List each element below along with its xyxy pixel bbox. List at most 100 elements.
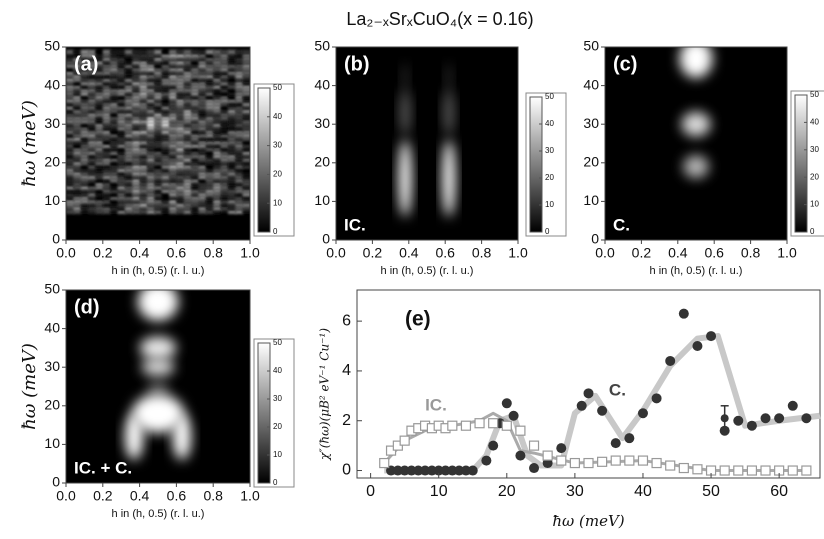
colorbar bbox=[257, 87, 271, 233]
heatmap-cell bbox=[161, 174, 170, 180]
heatmap-cell bbox=[88, 160, 97, 166]
heatmap-cell bbox=[213, 94, 222, 100]
heatmap-cell bbox=[176, 74, 185, 79]
y-tick-label: 6 bbox=[342, 312, 351, 329]
colorbar-tick-label: 50 bbox=[273, 83, 282, 92]
heatmap-cell bbox=[161, 133, 170, 138]
heatmap-cell bbox=[73, 77, 82, 82]
x-tick-label: 0.8 bbox=[741, 245, 761, 261]
heatmap-cell bbox=[146, 84, 156, 89]
heatmap-cell bbox=[191, 80, 200, 86]
heatmap-cell bbox=[161, 49, 170, 55]
heatmap-cell bbox=[191, 150, 200, 155]
heatmap-cell bbox=[198, 108, 207, 114]
heatmap-cell bbox=[132, 188, 141, 194]
data-point bbox=[665, 355, 676, 366]
heatmap-cell bbox=[146, 98, 156, 103]
heatmap-cell bbox=[235, 63, 244, 69]
heatmap-cell bbox=[161, 202, 170, 208]
heatmap-cell bbox=[227, 185, 237, 190]
heatmap-cell bbox=[227, 63, 237, 69]
colorbar-tick-label: 10 bbox=[810, 200, 819, 209]
intensity-blob bbox=[443, 89, 455, 136]
x-tick-label: 0.8 bbox=[203, 245, 223, 261]
heatmap-cell bbox=[169, 77, 178, 82]
colorbar-tick-label: 0 bbox=[273, 478, 278, 487]
heatmap-cell bbox=[235, 136, 244, 142]
y-tick-label: 50 bbox=[44, 38, 60, 54]
heatmap-cell bbox=[80, 143, 89, 148]
heatmap-cell bbox=[110, 126, 119, 131]
heatmap-cell bbox=[154, 143, 163, 148]
heatmap-cell bbox=[88, 105, 97, 110]
heatmap-cell bbox=[220, 195, 229, 201]
heatmap-cell bbox=[213, 209, 222, 214]
heatmap-cell bbox=[205, 206, 215, 211]
heatmap-cell bbox=[154, 188, 163, 194]
heatmap-cell bbox=[242, 199, 250, 204]
heatmap-cell bbox=[235, 160, 244, 166]
x-tick-label: 30 bbox=[566, 483, 584, 500]
colorbar-tick-label: 50 bbox=[810, 90, 819, 99]
heatmap-cell bbox=[80, 167, 89, 173]
heatmap-cell bbox=[176, 150, 185, 155]
heatmap-cell bbox=[191, 146, 200, 152]
heatmap-cell bbox=[235, 192, 244, 197]
heatmap-cell bbox=[205, 122, 215, 128]
heatmap-cell bbox=[95, 122, 104, 128]
heatmap-cell bbox=[80, 77, 89, 82]
colorbar-tick-label: 30 bbox=[810, 145, 819, 154]
heatmap-cell bbox=[80, 136, 89, 142]
heatmap-cell bbox=[132, 160, 141, 166]
heatmap-cell bbox=[242, 74, 250, 79]
x-tick-label: 1.0 bbox=[777, 245, 797, 261]
heatmap-cell bbox=[80, 206, 89, 211]
heatmap-cell bbox=[176, 63, 185, 69]
heatmap-cell bbox=[169, 122, 178, 128]
heatmap-cell bbox=[73, 157, 82, 162]
heatmap-cell bbox=[80, 129, 89, 135]
heatmap-cell bbox=[227, 136, 237, 142]
heatmap-cell bbox=[205, 133, 215, 138]
heatmap-cell bbox=[80, 101, 89, 107]
y-axis-label: ħω (meV) bbox=[19, 100, 40, 187]
heatmap-cell bbox=[198, 202, 207, 208]
heatmap-cell bbox=[176, 157, 185, 162]
heatmap-cell bbox=[154, 63, 163, 69]
x-tick-label: 50 bbox=[702, 483, 720, 500]
heatmap-cell bbox=[235, 70, 244, 76]
heatmap-cell bbox=[102, 70, 112, 76]
heatmap-cell bbox=[220, 74, 229, 79]
heatmap-cell bbox=[95, 108, 104, 114]
heatmap-cell bbox=[66, 98, 75, 103]
heatmap-cell bbox=[139, 122, 148, 128]
heatmap-cell bbox=[242, 98, 250, 103]
heatmap-cell bbox=[139, 53, 148, 58]
heatmap-cell bbox=[117, 77, 126, 82]
heatmap-cell bbox=[198, 63, 207, 69]
heatmap-cell bbox=[213, 77, 222, 82]
heatmap-cell bbox=[124, 119, 134, 124]
heatmap-cell bbox=[154, 171, 163, 176]
heatmap-cell bbox=[198, 67, 207, 72]
heatmap-cell bbox=[95, 133, 104, 138]
heatmap-cell bbox=[227, 160, 237, 166]
heatmap-cell bbox=[227, 70, 237, 76]
heatmap-cell bbox=[66, 74, 75, 79]
data-point bbox=[460, 420, 472, 431]
heatmap-cell bbox=[88, 60, 97, 65]
heatmap-cell bbox=[73, 140, 82, 145]
heatmap-cell bbox=[117, 157, 126, 162]
heatmap-cell bbox=[146, 188, 156, 194]
heatmap-cell bbox=[161, 140, 170, 145]
heatmap-cell bbox=[146, 63, 156, 69]
heatmap-cell bbox=[242, 112, 250, 117]
heatmap-cell bbox=[124, 178, 134, 183]
heatmap-cell bbox=[73, 185, 82, 190]
y-tick-label: 0 bbox=[52, 231, 60, 247]
data-point bbox=[576, 400, 587, 411]
data-point bbox=[467, 465, 478, 476]
heatmap-cell bbox=[176, 209, 185, 214]
data-point bbox=[801, 465, 812, 476]
x-tick-label: 0.2 bbox=[93, 245, 113, 261]
